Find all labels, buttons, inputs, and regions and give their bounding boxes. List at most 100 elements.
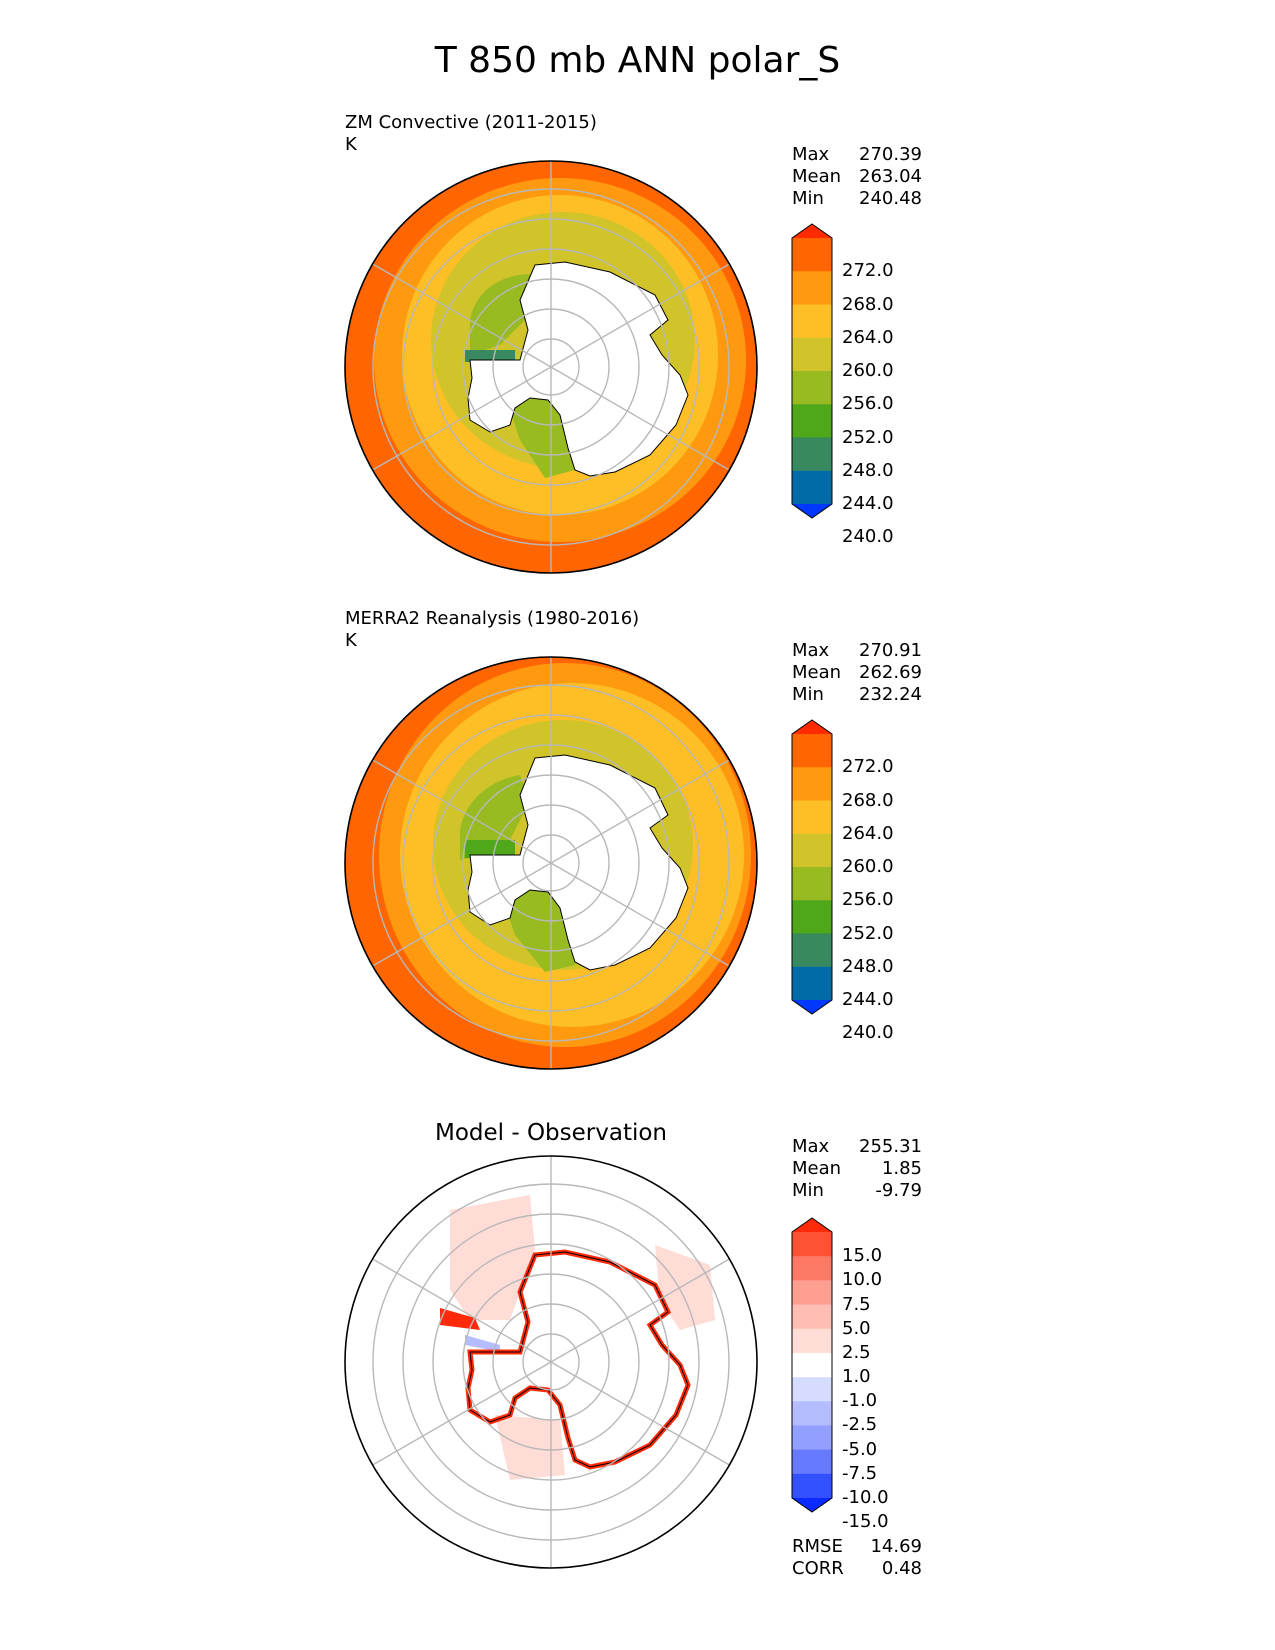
difference-metrics: RMSE 14.69 CORR 0.48 [792, 1536, 922, 1580]
colorbar-tick-label: 264.0 [842, 822, 894, 844]
reference-graticule [372, 657, 730, 1069]
colorbar-segment [792, 734, 832, 768]
colorbar-extend-min [792, 1498, 832, 1512]
difference-coastline [467, 1251, 689, 1468]
difference-metric-rmse: RMSE 14.69 [792, 1536, 922, 1557]
difference-field [345, 1156, 757, 1568]
test-stats: Max 270.39 Mean 263.04 Min 240.48 [792, 144, 922, 210]
colorbar-tick-label: 10.0 [842, 1269, 883, 1291]
colorbar-tick-label: 268.0 [842, 293, 894, 315]
difference-map-boundary [344, 1155, 758, 1569]
reference-units-label: K [345, 630, 357, 651]
colorbar-segment [792, 437, 832, 472]
colorbar-segment [792, 833, 832, 868]
colorbar-tick-label: 5.0 [842, 1317, 871, 1339]
colorbar-tick-label: -7.5 [842, 1462, 878, 1484]
colorbar-segment [792, 470, 832, 505]
colorbar-tick-label: 252.0 [842, 426, 894, 448]
colorbar-tick-label: 260.0 [842, 360, 894, 381]
colorbar-tick-label: 260.0 [842, 856, 894, 877]
difference-stat-mean: Mean 1.85 [792, 1158, 922, 1179]
test-panel-label: ZM Convective (2011-2015) K [345, 112, 597, 156]
colorbar-tick-label: 240.0 [842, 1022, 894, 1044]
colorbar-segment [792, 271, 832, 305]
colorbar-segment [792, 933, 832, 968]
colorbar-segment [792, 337, 832, 372]
difference-title: Model - Observation [434, 1120, 668, 1146]
colorbar-segment [792, 1449, 832, 1475]
colorbar-tick-label: -2.5 [842, 1414, 878, 1436]
colorbar-tick-label: -15.0 [842, 1511, 889, 1533]
test-graticule [372, 161, 730, 573]
difference-stats: Max 255.31 Mean 1.85 Min -9.79 [792, 1136, 922, 1202]
colorbar-tick-label: 272.0 [842, 756, 894, 778]
colorbar-segment [792, 1352, 832, 1378]
colorbar-extend-max [792, 1218, 832, 1232]
test-stat-mean: Mean 263.04 [792, 166, 922, 187]
colorbar-segment [792, 404, 832, 438]
test-temperature-field [345, 161, 757, 573]
colorbar-extend-max [792, 224, 832, 238]
test-dataset-label: ZM Convective (2011-2015) [345, 112, 597, 133]
colorbar-tick-label: -1.0 [842, 1390, 878, 1412]
reference-stats: Max 270.91 Mean 262.69 Min 232.24 [792, 640, 922, 706]
difference-stat-min: Min -9.79 [792, 1180, 922, 1201]
colorbar-segment [792, 1232, 832, 1257]
colorbar-tick-label: 1.0 [842, 1366, 871, 1388]
difference-graticule [372, 1156, 730, 1568]
test-antarctica-land [467, 261, 689, 477]
colorbar-segment [792, 1280, 832, 1306]
colorbar-segment [792, 900, 832, 934]
test-colorbar [791, 223, 833, 519]
colorbar-tick-label: 256.0 [842, 393, 894, 415]
colorbar-outline [791, 223, 833, 519]
test-stat-max: Max 270.39 [792, 144, 922, 165]
colorbar-tick-label: 15.0 [842, 1245, 883, 1267]
difference-metric-corr: CORR 0.48 [792, 1558, 922, 1579]
colorbar-extend-min [792, 1000, 832, 1014]
colorbar-tick-label: 244.0 [842, 989, 894, 1010]
test-map-boundary [344, 160, 758, 574]
colorbar-segment [792, 1304, 832, 1330]
colorbar-tick-label: 252.0 [842, 922, 894, 944]
colorbar-tick-label: -5.0 [842, 1438, 878, 1460]
colorbar-tick-label: 7.5 [842, 1293, 871, 1315]
colorbar-segment [792, 767, 832, 801]
colorbar-segment [792, 966, 832, 1001]
reference-map-boundary [344, 656, 758, 1070]
difference-antarctica-coast [465, 1249, 691, 1470]
colorbar-tick-label: 248.0 [842, 459, 894, 481]
reference-stat-max: Max 270.91 [792, 640, 922, 661]
colorbar-segment [792, 371, 832, 405]
reference-colorbar [791, 719, 833, 1015]
reference-stat-min: Min 232.24 [792, 684, 922, 705]
colorbar-segment [792, 238, 832, 272]
colorbar-segment [792, 867, 832, 901]
colorbar-tick-label: 264.0 [842, 326, 894, 348]
colorbar-segment [792, 1328, 832, 1354]
difference-stat-max: Max 255.31 [792, 1136, 922, 1157]
reference-antarctica-land [467, 754, 689, 971]
colorbar-segment [792, 1401, 832, 1426]
colorbar-outline [791, 719, 833, 1015]
reference-stat-mean: Mean 262.69 [792, 662, 922, 683]
test-stat-min: Min 240.48 [792, 188, 922, 209]
colorbar-segment [792, 800, 832, 835]
colorbar-tick-label: 268.0 [842, 789, 894, 811]
colorbar-outline [791, 1217, 833, 1513]
colorbar-segment [792, 1256, 832, 1281]
difference-colorbar [791, 1217, 833, 1513]
colorbar-tick-label: 272.0 [842, 260, 894, 282]
colorbar-tick-label: 248.0 [842, 955, 894, 977]
colorbar-tick-label: 2.5 [842, 1341, 871, 1363]
colorbar-tick-label: 240.0 [842, 526, 894, 548]
test-units-label: K [345, 134, 357, 155]
colorbar-tick-label: 244.0 [842, 493, 894, 514]
colorbar-segment [792, 1473, 832, 1499]
colorbar-tick-label: -10.0 [842, 1487, 889, 1508]
colorbar-tick-label: 256.0 [842, 889, 894, 911]
reference-panel-label: MERRA2 Reanalysis (1980-2016) K [345, 608, 639, 652]
colorbar-extend-min [792, 504, 832, 518]
reference-dataset-label: MERRA2 Reanalysis (1980-2016) [345, 608, 640, 629]
